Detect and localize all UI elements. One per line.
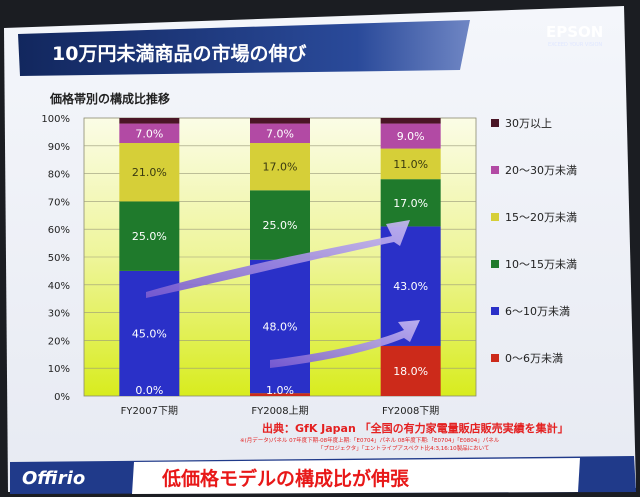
legend-swatch <box>491 307 499 315</box>
bar-value-label: 9.0% <box>397 130 425 143</box>
bar-segment <box>250 143 310 191</box>
bar-value-label: 7.0% <box>266 127 294 140</box>
footnote-1: ※(月データ)パネル 07年度下期-08年度上期:「E0704」パネル 08年度… <box>240 436 500 444</box>
bar-segment <box>250 123 310 144</box>
bar-segment <box>119 201 180 271</box>
source-line: 出典：GfK Japan 「全国の有力家電量販店販売実績を集計」 <box>262 421 569 435</box>
bar-value-label: 17.0% <box>263 161 298 174</box>
growth-arrow-icon <box>270 320 420 368</box>
brand-tagline: EXCEED YOUR VISION <box>548 42 602 48</box>
chart-heading: 価格帯別の構成比推移 <box>49 91 170 106</box>
legend-label: 30万以上 <box>505 117 552 130</box>
x-tick-label: FY2008上期 <box>251 405 308 417</box>
footer-message-panel <box>132 458 580 494</box>
y-tick-label: 20% <box>48 336 70 347</box>
brand-logo: EPSON <box>546 23 603 41</box>
bar-value-label: 45.0% <box>132 327 167 340</box>
y-tick-label: 50% <box>48 253 70 264</box>
bar-value-label: 21.0% <box>132 166 167 179</box>
x-axis: FY2007下期 FY2008上期 FY2008下期 <box>121 405 440 417</box>
bar-segment <box>380 345 441 396</box>
y-tick-label: 0% <box>54 392 70 403</box>
legend-label: 0～6万未満 <box>505 352 563 365</box>
stacked-bars <box>119 118 441 396</box>
legend-label: 6～10万未満 <box>505 305 570 318</box>
title-bar <box>18 20 470 76</box>
bar-value-label: 48.0% <box>263 321 298 334</box>
bar-value-label: 25.0% <box>132 230 167 243</box>
footer-logo: Offirio <box>22 468 85 489</box>
bar-value-label: 11.0% <box>393 158 428 171</box>
y-tick-label: 30% <box>48 309 70 320</box>
legend-swatch <box>491 119 499 127</box>
y-axis: 0% 10% 20% 30% 40% 50% 60% 70% 80% 90% 100% <box>41 114 70 403</box>
bar-value-label: 1.0% <box>266 384 294 397</box>
bar-segment <box>250 393 310 396</box>
bar-segment <box>119 123 180 144</box>
y-tick-label: 100% <box>41 114 70 125</box>
bar-segment <box>380 179 441 227</box>
bar-segment <box>119 143 180 202</box>
y-tick-label: 40% <box>48 281 70 292</box>
growth-arrow-icon <box>146 220 410 298</box>
bar-value-label: 18.0% <box>393 365 428 378</box>
bar-segment <box>380 148 441 180</box>
legend-swatch <box>491 166 499 174</box>
legend-label: 10～15万未満 <box>505 258 577 271</box>
y-tick-label: 90% <box>48 142 70 153</box>
y-tick-label: 70% <box>48 197 70 208</box>
legend-label: 20～30万未満 <box>505 164 577 177</box>
x-tick-label: FY2007下期 <box>121 405 178 417</box>
y-tick-label: 60% <box>48 225 70 236</box>
bar-value-label: 25.0% <box>263 219 298 232</box>
bar-value-label: 7.0% <box>135 127 163 140</box>
legend-swatch <box>491 213 499 221</box>
bar-segment <box>119 118 180 124</box>
bar-segment <box>250 190 310 260</box>
legend-swatch <box>491 260 499 268</box>
x-tick-label: FY2008下期 <box>382 405 439 417</box>
legend-swatch <box>491 354 499 362</box>
legend: 30万以上 20～30万未満 15～20万未満 10～15万未満 6～10万未満 0～6万… <box>491 117 577 365</box>
bar-value-label: 43.0% <box>393 280 428 293</box>
bar-segment <box>250 259 310 394</box>
slide-title: 10万円未満商品の市場の伸び <box>52 42 306 65</box>
bar-value-label: 17.0% <box>393 197 428 210</box>
footer-message: 低価格モデルの構成比が伸張 <box>161 467 410 490</box>
bar-value-label: 0.0% <box>135 384 163 397</box>
bar-segment <box>380 118 441 124</box>
bar-segment <box>380 123 441 149</box>
legend-label: 15～20万未満 <box>505 211 577 224</box>
bar-segment <box>250 118 310 124</box>
footnote-2: 「プロジェクタ」「エントライプアスペクト比4:3,16:10製品において <box>318 444 489 452</box>
bar-labels: 0.0% 45.0% 25.0% 21.0% 7.0% 1.0% 48.0% 25.0% 17.… <box>132 127 428 397</box>
y-tick-label: 80% <box>48 170 70 181</box>
y-tick-label: 10% <box>48 364 70 375</box>
